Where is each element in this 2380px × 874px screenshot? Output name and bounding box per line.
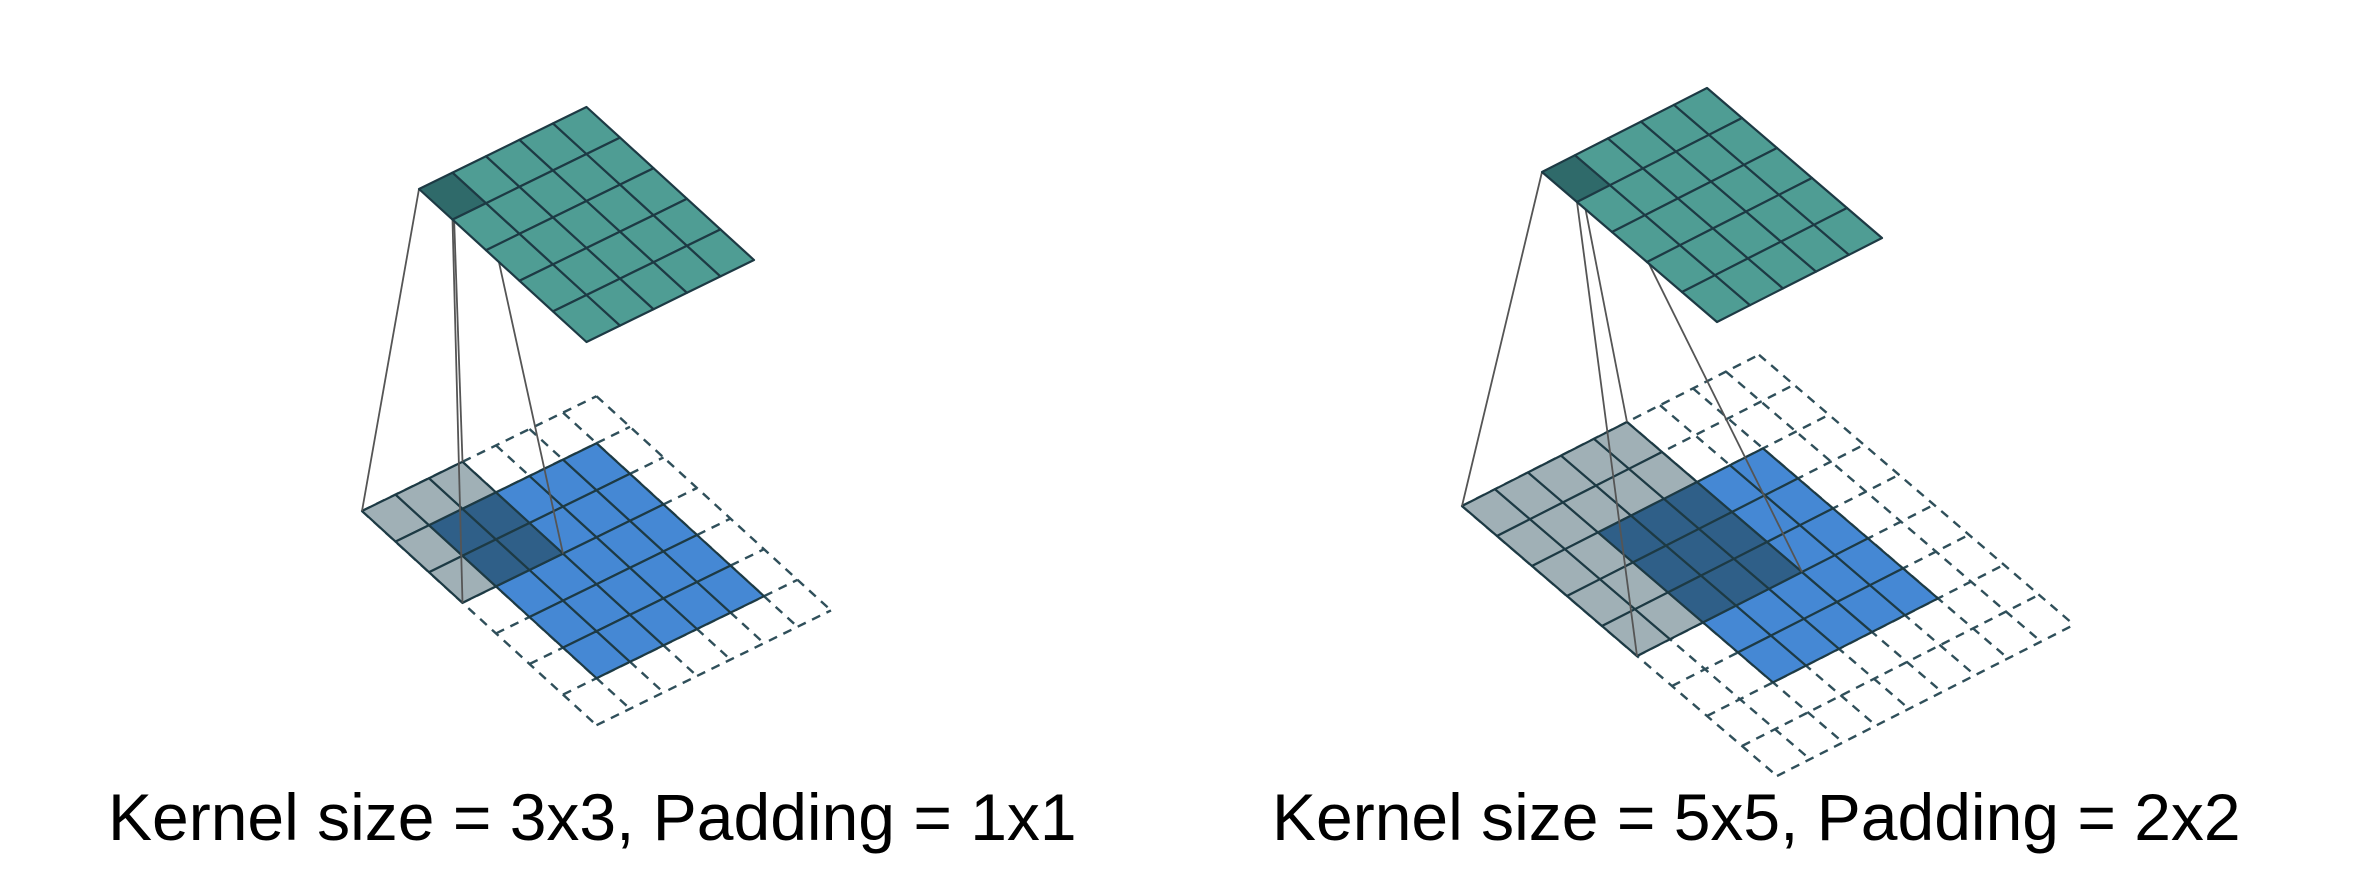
output-cell [1812, 206, 1884, 256]
panel-kernel-3x3 [360, 105, 832, 727]
padding-grid [1776, 623, 2075, 778]
projection-line [1461, 171, 1543, 507]
projection-line [361, 188, 420, 512]
projection-line [1576, 201, 1638, 657]
padding-grid [1758, 353, 2075, 626]
panel-kernel-5x5 [1460, 86, 2075, 778]
caption-kernel-3x3: Kernel size = 3x3, Padding = 1x1 [108, 780, 1077, 854]
padding-grid [595, 609, 832, 727]
padding-grid [1725, 370, 2042, 643]
padding-grid [361, 395, 598, 513]
projection-line [451, 219, 464, 603]
padding-grid [1692, 387, 2009, 660]
caption-kernel-5x5: Kernel size = 5x5, Padding = 2x2 [1272, 780, 2241, 854]
input-cell [1868, 567, 1940, 617]
input-cell [695, 564, 766, 614]
padding-grid [1741, 593, 2040, 748]
output-cell [685, 228, 756, 278]
padding-grid [595, 395, 832, 612]
padding-grid [1659, 404, 1976, 677]
